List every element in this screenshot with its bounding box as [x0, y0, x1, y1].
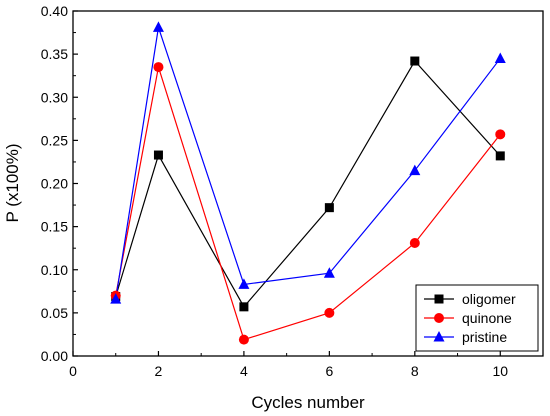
data-point-oligomer — [495, 151, 505, 161]
series-line-oligomer — [115, 60, 501, 308]
data-point-quinone — [324, 307, 335, 318]
legend: oligomer quinone pristine — [415, 284, 539, 352]
data-point-pristine — [238, 278, 250, 289]
data-point-pristine — [323, 267, 335, 278]
legend-marker-pristine — [433, 331, 445, 342]
y-tick-label: 0.00 — [41, 348, 68, 364]
y-tick-label: 0.30 — [41, 89, 68, 105]
x-tick-label: 8 — [411, 363, 419, 379]
data-point-quinone — [495, 129, 506, 140]
series-line-pristine — [115, 27, 501, 300]
legend-label-quinone: quinone — [462, 310, 512, 326]
series-line-quinone — [115, 66, 501, 341]
x-tick-label: 10 — [492, 363, 508, 379]
legend-label-oligomer: oligomer — [462, 291, 516, 307]
y-tick-label: 0.40 — [41, 3, 68, 19]
data-point-pristine — [110, 293, 122, 304]
data-point-oligomer — [239, 302, 249, 312]
plot-content — [110, 21, 506, 345]
data-point-quinone — [409, 238, 420, 249]
data-point-pristine — [409, 164, 421, 176]
y-tick-label: 0.10 — [41, 262, 68, 278]
y-tick-label: 0.05 — [41, 305, 68, 321]
legend-marker-oligomer — [434, 294, 444, 304]
y-tick-label: 0.35 — [41, 46, 68, 62]
legend-marker-quinone — [434, 313, 444, 323]
y-tick-label: 0.20 — [41, 176, 68, 192]
y-tick-label: 0.15 — [41, 219, 68, 235]
data-point-quinone — [153, 62, 164, 73]
x-tick-label: 0 — [69, 363, 77, 379]
x-tick-label: 6 — [325, 363, 333, 379]
data-point-pristine — [494, 52, 506, 63]
x-tick-label: 2 — [155, 363, 163, 379]
x-axis-ticks: 0 2 4 6 8 10 — [69, 351, 508, 379]
y-axis-title: P (x100%) — [3, 143, 22, 222]
y-axis-ticks: 0.00 0.05 0.10 0.15 0.20 0.25 0.30 0.35 0.40 — [41, 3, 78, 364]
y-tick-label: 0.25 — [41, 132, 68, 148]
x-axis-title: Cycles number — [251, 393, 365, 412]
x-tick-label: 4 — [240, 363, 248, 379]
data-point-oligomer — [410, 56, 420, 66]
data-point-oligomer — [153, 150, 163, 160]
legend-label-pristine: pristine — [462, 329, 507, 345]
data-point-oligomer — [324, 203, 334, 213]
data-point-quinone — [238, 334, 249, 345]
data-point-pristine — [152, 21, 164, 32]
